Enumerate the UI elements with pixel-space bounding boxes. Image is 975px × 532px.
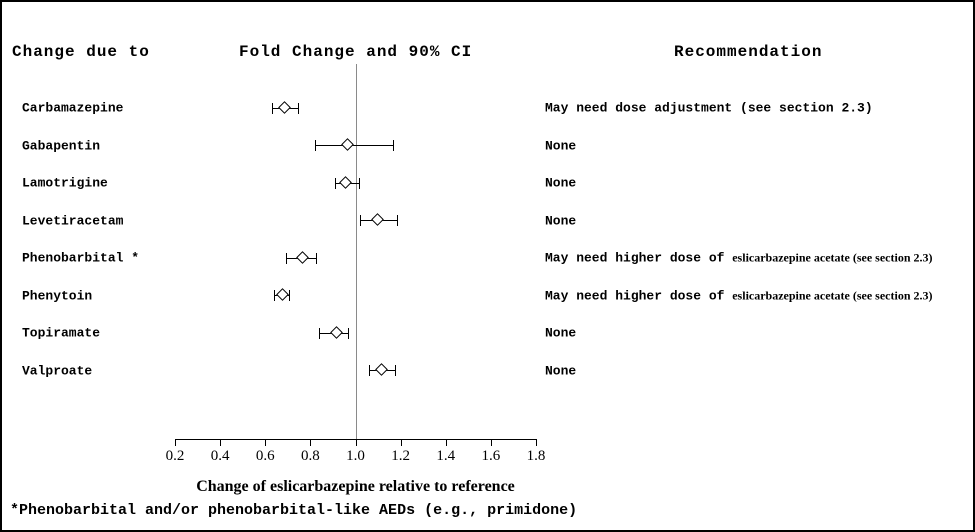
recommendation-label: May need higher dose of eslicarbazepine … [545, 288, 933, 303]
x-tick-mark [400, 439, 402, 446]
recommendation-text: None [545, 175, 577, 191]
ci-cap-high [289, 290, 291, 302]
recommendation-label: None [545, 176, 576, 191]
drug-label: Phenytoin [22, 288, 93, 304]
ci-cap-high [347, 327, 349, 339]
x-tick-mark [536, 439, 537, 446]
x-tick-label: 1.4 [436, 448, 456, 464]
ci-cap-high [298, 102, 300, 114]
footnote: *Phenobarbital and/or phenobarbital-like… [10, 502, 578, 519]
recommendation-text: None [545, 325, 577, 341]
recommendation-label: May need higher dose of eslicarbazepine … [545, 251, 933, 266]
ci-cap-low [369, 365, 371, 377]
ci-cap-low [335, 177, 337, 189]
ci-cap-low [274, 290, 276, 302]
recommendation-label: May need dose adjustment (see section 2.… [545, 101, 873, 116]
x-axis-label: Change of eslicarbazepine relative to re… [196, 478, 515, 495]
x-tick-label: 1.6 [481, 448, 501, 464]
estimate-diamond [278, 100, 291, 114]
ci-cap-low [360, 215, 361, 227]
estimate-diamond [330, 326, 343, 339]
x-tick-mark [355, 439, 357, 446]
ci-cap-high [359, 177, 360, 189]
estimate-diamond [370, 213, 384, 227]
drug-label: Carbamazepine [22, 100, 124, 116]
ci-cap-low [285, 252, 287, 264]
recommendation-text-serif: eslicarbazepine acetate (see section 2.3… [732, 250, 933, 265]
x-tick-label: 1.2 [391, 448, 410, 464]
x-tick-mark [490, 439, 492, 446]
recommendation-text: None [545, 363, 577, 379]
ci-cap-low [314, 140, 316, 152]
recommendation-label: None [545, 138, 576, 153]
estimate-diamond [275, 288, 289, 302]
x-tick-label: 1.8 [526, 448, 546, 464]
x-tick-label: 1.0 [346, 448, 365, 464]
recommendation-label: None [545, 326, 576, 341]
recommendation-text: May need higher dose of [545, 288, 733, 304]
recommendation-text: May need higher dose of [545, 250, 733, 266]
x-tick-mark [265, 439, 267, 446]
ci-cap-high [397, 215, 399, 227]
drug-label: Gabapentin [22, 138, 101, 154]
x-tick-label: 0.8 [301, 448, 320, 464]
drug-label: Phenobarbital * [22, 250, 140, 266]
x-tick-label: 0.2 [165, 448, 185, 464]
ci-cap-high [392, 140, 394, 152]
recommendation-text: May need dose adjustment (see section 2.… [545, 100, 873, 116]
ci-cap-high [316, 252, 318, 264]
estimate-diamond [375, 363, 388, 377]
column-header-recommendation: Recommendation [674, 43, 823, 61]
ci-line [314, 145, 394, 147]
column-header-change-due-to: Change due to [12, 43, 150, 61]
recommendation-text: None [545, 138, 577, 154]
x-tick-mark [220, 439, 222, 446]
estimate-diamond [296, 250, 309, 264]
drug-label: Levetiracetam [22, 213, 124, 229]
recommendation-label: None [545, 363, 576, 378]
ci-cap-high [395, 365, 397, 377]
x-tick-label: 0.4 [210, 448, 230, 464]
drug-label: Topiramate [22, 325, 101, 341]
x-tick-label: 0.6 [255, 448, 275, 464]
drug-label: Valproate [22, 363, 93, 379]
recommendation-text: None [545, 213, 577, 229]
x-tick-mark [445, 439, 447, 446]
x-tick-mark [310, 439, 312, 446]
x-tick-mark [175, 439, 176, 446]
estimate-diamond [341, 138, 355, 151]
reference-line [355, 64, 357, 439]
recommendation-text-serif: eslicarbazepine acetate (see section 2.3… [732, 288, 933, 303]
estimate-diamond [339, 175, 352, 189]
drug-label: Lamotrigine [22, 175, 108, 191]
ci-cap-low [272, 102, 274, 114]
recommendation-label: None [545, 213, 576, 228]
ci-cap-low [319, 327, 321, 339]
column-header-fold-change: Fold Change and 90% CI [239, 43, 473, 61]
